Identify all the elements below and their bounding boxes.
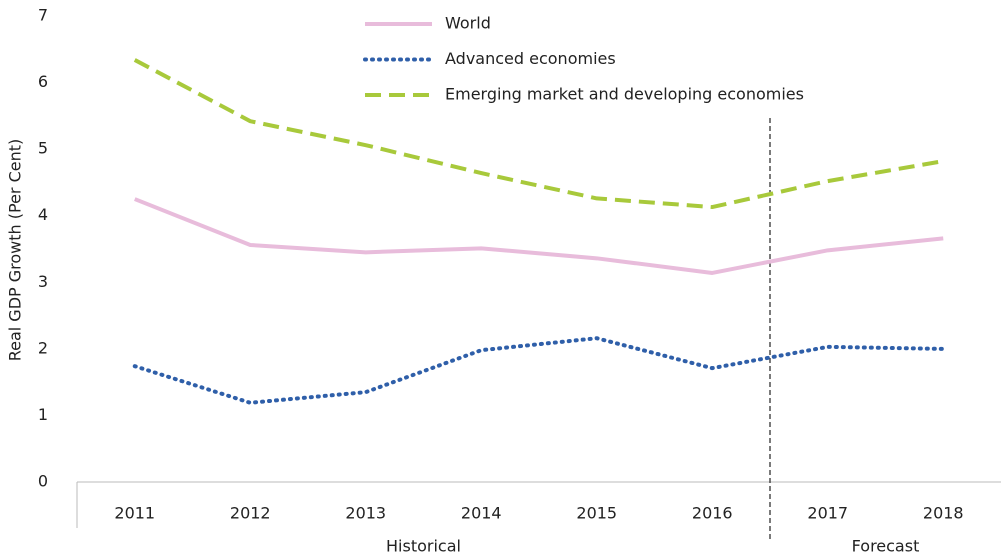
series-line: [133, 58, 944, 210]
y-tick-label: 0: [38, 472, 48, 491]
group-label: Historical: [386, 537, 461, 556]
y-tick-label: 4: [38, 205, 48, 224]
x-tick-label: 2011: [114, 504, 155, 523]
x-tick-label: 2016: [692, 504, 733, 523]
legend-label: Emerging market and developing economies: [445, 85, 804, 104]
y-tick-label: 3: [38, 272, 48, 291]
series-line: [134, 197, 944, 275]
y-tick-label: 7: [38, 6, 48, 25]
x-tick-label: 2013: [345, 504, 386, 523]
x-tick-label: 2017: [807, 504, 848, 523]
group-label: Forecast: [852, 537, 920, 556]
y-axis-label: Real GDP Growth (Per Cent): [6, 139, 25, 362]
y-tick-label: 6: [38, 72, 48, 91]
y-tick-label: 1: [38, 405, 48, 424]
x-tick-label: 2018: [923, 504, 964, 523]
x-tick-label: 2014: [461, 504, 502, 523]
legend-label: World: [445, 14, 491, 33]
x-tick-label: 2012: [230, 504, 271, 523]
legend-label: Advanced economies: [445, 49, 616, 68]
y-tick-label: 5: [38, 139, 48, 158]
x-tick-label: 2015: [576, 504, 617, 523]
y-tick-label: 2: [38, 338, 48, 357]
series-line: [132, 336, 946, 405]
